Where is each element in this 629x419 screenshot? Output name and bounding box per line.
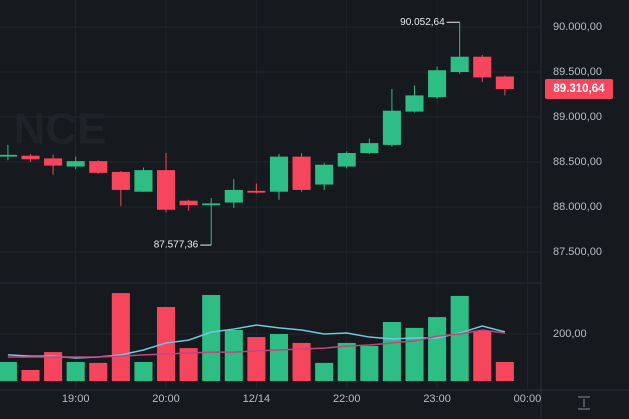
y-tick-label: 89.500,00 [553,66,602,78]
y-tick-label: 200,00 [553,328,587,340]
candle-body [337,153,356,167]
volume-bar [495,361,514,381]
candle-body [44,158,63,166]
volume-bar [428,317,447,381]
high-label: 90.052,64 [400,17,445,28]
low-label: 87.577,36 [154,240,199,251]
x-tick-label: 23:00 [423,393,451,405]
candle-body [89,161,108,173]
volume-ma-line [7,329,505,358]
candle-body [66,161,85,167]
volume-bar [156,306,176,381]
candle-body [179,200,198,206]
volume-bar [0,361,17,381]
x-tick-label: 20:00 [152,393,180,405]
volume-bar [382,322,401,381]
candle-body [382,110,401,145]
candle-body [202,203,221,206]
candle-body [134,170,153,192]
volume-bar [337,342,356,381]
volume-bar [450,295,469,381]
volume-bar [269,333,289,381]
volume-bar [179,348,198,381]
watermark: NCE [14,105,107,154]
candle-body [0,154,17,157]
candle-body [247,190,266,193]
candle-body [315,164,334,185]
volume-bar [247,337,266,381]
volume-bar [360,345,379,381]
last-price-label: 89.310,64 [553,83,605,95]
volume-bar [21,369,40,381]
volume-bar [473,330,492,381]
volume-bar [66,361,85,381]
volume-bar [292,342,311,381]
volume-bar [224,330,243,381]
volume-bar [134,361,153,381]
candle-body [473,56,492,78]
settings-icon[interactable] [578,396,590,410]
last-price-tag [545,79,613,100]
x-tick-label: 19:00 [62,393,90,405]
x-tick-label: 12/14 [243,393,271,405]
y-tick-label: 88.500,00 [553,156,602,168]
candle-body [450,56,469,73]
x-tick-label: 22:00 [333,393,361,405]
volume-bar [202,294,221,381]
candle-body [292,156,311,190]
volume-bar [111,293,130,381]
volume-bar [405,327,424,381]
y-tick-label: 88.000,00 [553,201,602,213]
candle-body [428,70,447,98]
candle-body [405,95,424,112]
candle-body [360,143,379,154]
x-tick-label: 00:00 [514,393,542,405]
y-tick-label: 89.000,00 [553,111,602,123]
candle-body [224,189,243,203]
candle-body [111,171,130,190]
candle-body [495,76,514,90]
volume-bar [89,362,108,381]
volume-bar [315,362,334,381]
y-tick-label: 87.500,00 [553,246,602,258]
candle-body [21,155,40,160]
volume-bar [44,352,63,381]
candle-body [269,156,289,192]
candle-body [156,170,176,210]
y-tick-label: 90.000,00 [553,21,602,33]
